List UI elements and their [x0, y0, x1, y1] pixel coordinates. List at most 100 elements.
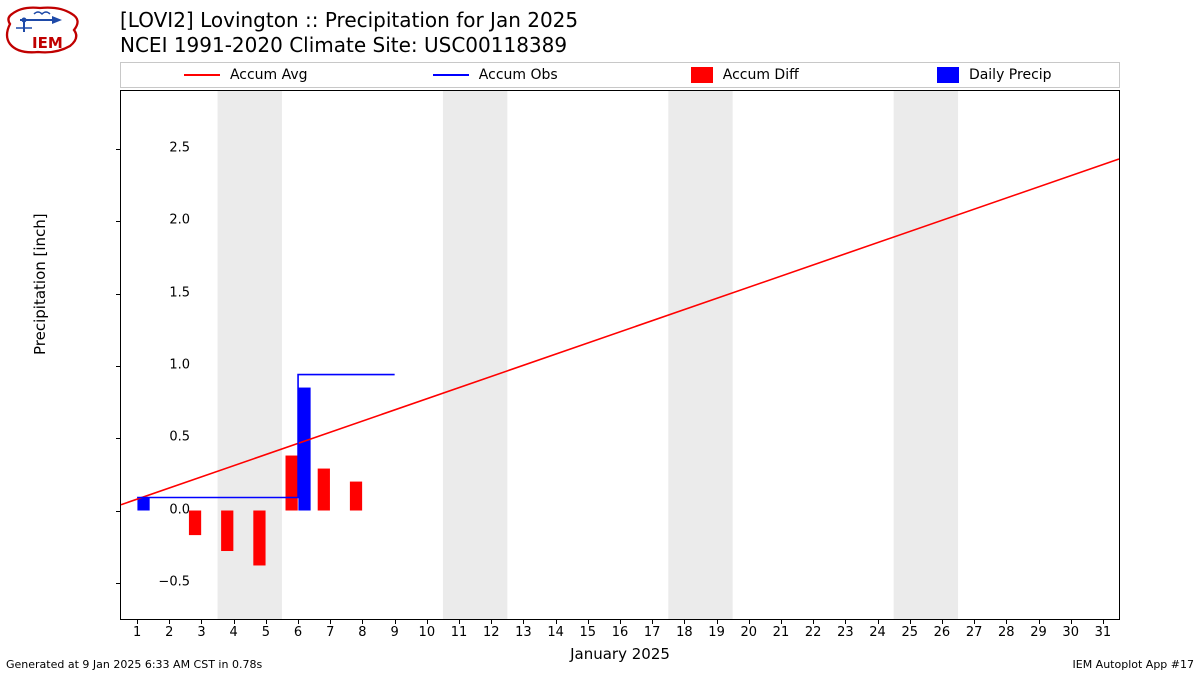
xtick-mark [974, 619, 975, 624]
ytick-label: 1.0 [150, 357, 190, 372]
xtick-mark [878, 619, 879, 624]
plot-area: 1234567891011121314151617181920212223242… [120, 90, 1120, 620]
xtick-label: 14 [547, 625, 564, 640]
xtick-label: 6 [294, 625, 302, 640]
accum-diff-bar [221, 511, 233, 552]
xtick-label: 10 [419, 625, 436, 640]
chart-svg [121, 91, 1119, 619]
xtick-mark [845, 619, 846, 624]
xtick-mark [266, 619, 267, 624]
legend-accum-diff: Accum Diff [620, 67, 870, 83]
xtick-mark [813, 619, 814, 624]
legend-box-icon [691, 67, 713, 83]
xtick-label: 1 [133, 625, 141, 640]
xtick-mark [491, 619, 492, 624]
ytick-label: 0.5 [150, 430, 190, 445]
xtick-mark [523, 619, 524, 624]
legend-label: Accum Diff [723, 67, 799, 83]
xtick-mark [717, 619, 718, 624]
xtick-label: 7 [326, 625, 334, 640]
xtick-label: 19 [708, 625, 725, 640]
legend-box-icon [937, 67, 959, 83]
ytick-label: 2.5 [150, 140, 190, 155]
ytick-label: 1.5 [150, 285, 190, 300]
ytick-mark [116, 149, 121, 150]
legend-label: Accum Avg [230, 67, 308, 83]
xtick-mark [459, 619, 460, 624]
ytick-label: 2.0 [150, 213, 190, 228]
xtick-mark [652, 619, 653, 624]
daily-precip-bar [298, 388, 310, 511]
xtick-mark [749, 619, 750, 624]
xtick-label: 29 [1030, 625, 1047, 640]
xtick-label: 9 [391, 625, 399, 640]
legend-label: Daily Precip [969, 67, 1052, 83]
xtick-label: 3 [197, 625, 205, 640]
xtick-mark [942, 619, 943, 624]
daily-precip-bar [137, 497, 149, 510]
accum-diff-bar [189, 511, 201, 536]
xtick-mark [201, 619, 202, 624]
weekend-band [668, 91, 732, 619]
xtick-label: 22 [805, 625, 822, 640]
ytick-mark [116, 583, 121, 584]
weekend-band [894, 91, 958, 619]
xtick-label: 20 [740, 625, 757, 640]
xtick-mark [1006, 619, 1007, 624]
title-line-2: NCEI 1991-2020 Climate Site: USC00118389 [120, 33, 578, 58]
xtick-label: 5 [262, 625, 270, 640]
xtick-label: 16 [612, 625, 629, 640]
legend-line-icon [184, 74, 220, 76]
xtick-mark [781, 619, 782, 624]
ytick-label: −0.5 [150, 574, 190, 589]
xtick-mark [330, 619, 331, 624]
xtick-label: 2 [165, 625, 173, 640]
xtick-mark [298, 619, 299, 624]
xtick-label: 25 [901, 625, 918, 640]
xtick-mark [234, 619, 235, 624]
legend-label: Accum Obs [479, 67, 558, 83]
xtick-mark [910, 619, 911, 624]
xtick-mark [684, 619, 685, 624]
xtick-label: 23 [837, 625, 854, 640]
accum-diff-bar [286, 456, 298, 511]
xtick-label: 15 [580, 625, 597, 640]
xtick-mark [1071, 619, 1072, 624]
footer-app: IEM Autoplot App #17 [1073, 658, 1195, 671]
iem-logo: IEM [4, 4, 82, 60]
xtick-mark [427, 619, 428, 624]
xtick-label: 12 [483, 625, 500, 640]
title-line-1: [LOVI2] Lovington :: Precipitation for J… [120, 8, 578, 33]
ytick-mark [116, 438, 121, 439]
logo-text: IEM [32, 34, 63, 52]
xtick-mark [620, 619, 621, 624]
ytick-mark [116, 366, 121, 367]
xtick-mark [137, 619, 138, 624]
xtick-mark [1103, 619, 1104, 624]
ytick-mark [116, 221, 121, 222]
x-axis-label: January 2025 [570, 645, 670, 663]
ytick-label: 0.0 [150, 502, 190, 517]
xtick-mark [362, 619, 363, 624]
xtick-mark [1039, 619, 1040, 624]
chart-title: [LOVI2] Lovington :: Precipitation for J… [120, 8, 578, 58]
xtick-label: 26 [934, 625, 951, 640]
xtick-label: 11 [451, 625, 468, 640]
xtick-label: 21 [773, 625, 790, 640]
xtick-label: 17 [644, 625, 661, 640]
accum-diff-bar [318, 469, 330, 511]
xtick-label: 24 [869, 625, 886, 640]
xtick-mark [395, 619, 396, 624]
legend-daily-precip: Daily Precip [870, 67, 1120, 83]
xtick-label: 28 [998, 625, 1015, 640]
xtick-mark [169, 619, 170, 624]
xtick-label: 13 [515, 625, 532, 640]
xtick-label: 31 [1095, 625, 1112, 640]
xtick-label: 30 [1062, 625, 1079, 640]
xtick-label: 18 [676, 625, 693, 640]
ytick-mark [116, 294, 121, 295]
legend-accum-obs: Accum Obs [371, 67, 621, 83]
accum-diff-bar [350, 482, 362, 511]
legend: Accum Avg Accum Obs Accum Diff Daily Pre… [120, 62, 1120, 88]
xtick-mark [556, 619, 557, 624]
